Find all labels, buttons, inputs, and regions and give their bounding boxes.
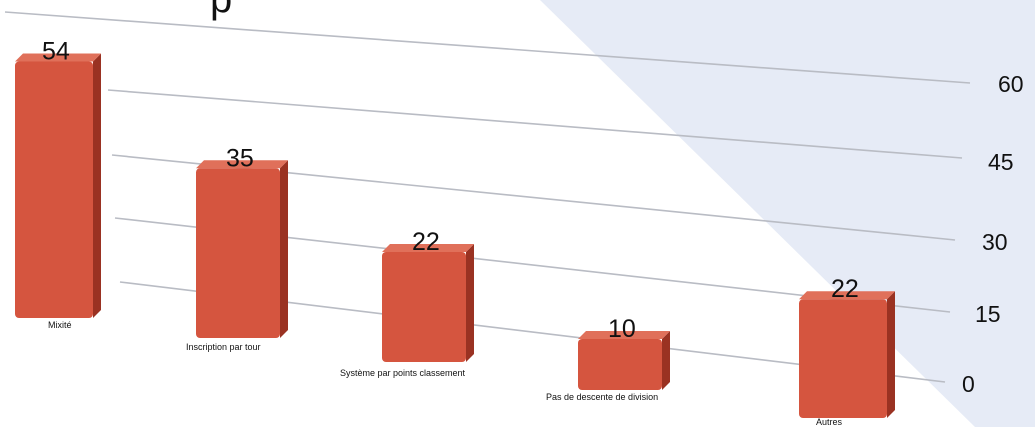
bar-top — [196, 160, 288, 169]
bar-value-label: 22 — [412, 228, 440, 256]
bar-value-label: 10 — [608, 315, 636, 343]
bar — [799, 291, 895, 418]
bar-top — [15, 53, 101, 62]
bar-front — [196, 168, 280, 338]
y-tick-label: 60 — [998, 71, 1024, 97]
y-axis-ticks: 0 15 30 45 60 — [962, 71, 1024, 397]
bar-top — [382, 244, 474, 252]
category-label: Pas de descente de division — [546, 392, 658, 402]
gridline — [107, 89, 963, 159]
bar-front — [578, 339, 662, 390]
bar-value-label: 22 — [831, 275, 859, 303]
bar — [382, 244, 474, 362]
bar-side — [93, 53, 101, 318]
bar-side — [466, 244, 474, 362]
bar-top — [578, 331, 670, 339]
y-tick-label: 30 — [982, 229, 1008, 255]
y-tick-label: 45 — [988, 149, 1014, 175]
bar-top — [799, 291, 895, 300]
bar — [15, 53, 101, 318]
bar-side — [887, 291, 895, 418]
gridline — [4, 11, 971, 84]
category-label: Inscription par tour — [186, 342, 261, 352]
y-tick-label: 0 — [962, 371, 975, 397]
bar-front — [15, 61, 93, 318]
bar-side — [662, 331, 670, 390]
bar — [578, 331, 670, 390]
category-label: Mixité — [48, 320, 72, 330]
chart-title-fragment: p — [210, 0, 232, 21]
bar-value-label: 35 — [226, 144, 254, 172]
y-tick-label: 15 — [975, 301, 1001, 327]
bars: 54 Mixité 35 Inscription par tour 22 Système … — [15, 38, 895, 427]
bar — [196, 160, 288, 338]
bar-front — [382, 252, 466, 362]
category-label: Système par points classement — [340, 368, 466, 378]
chart-backdrop — [540, 0, 1035, 427]
bar-value-label: 54 — [42, 38, 70, 66]
category-label: Autres — [816, 417, 843, 427]
bar-front — [799, 299, 887, 418]
bar-side — [280, 160, 288, 338]
